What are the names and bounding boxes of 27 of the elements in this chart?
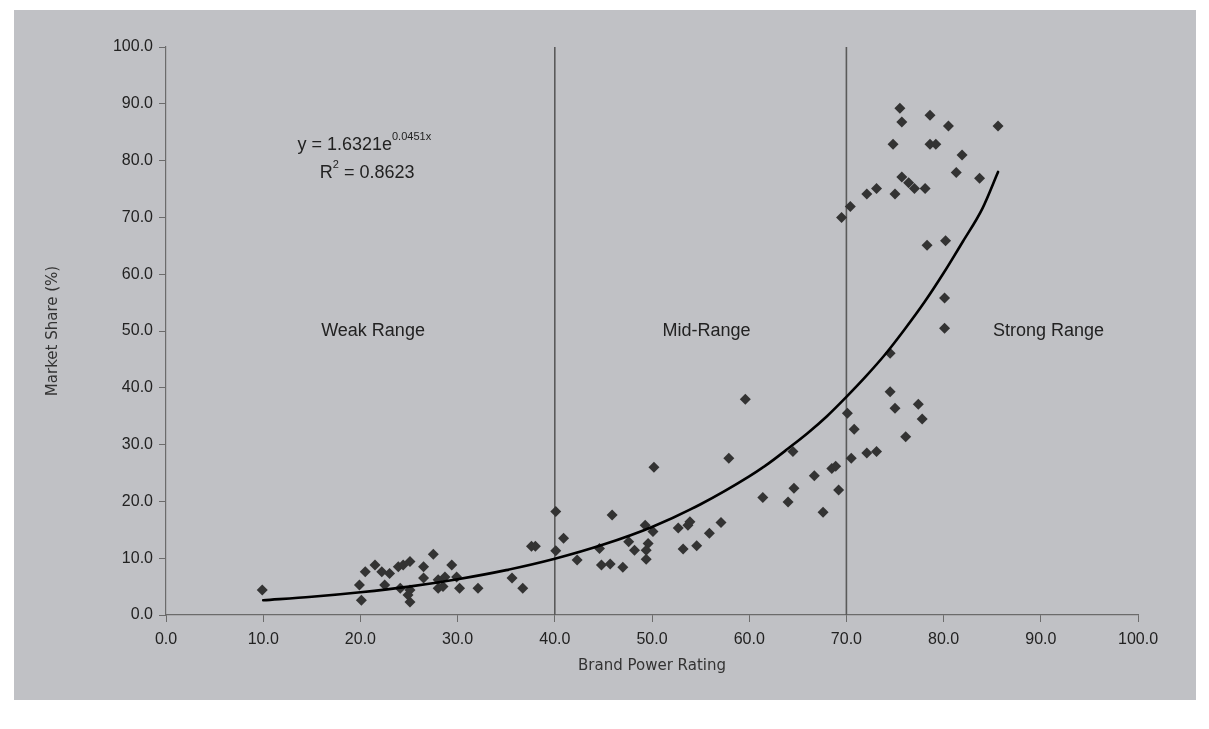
- y-tick-label: 20.0: [121, 491, 154, 509]
- y-tick-label: 90.0: [121, 94, 154, 112]
- x-tick-label: 80.0: [928, 630, 960, 648]
- y-tick-label: 0.0: [130, 605, 154, 623]
- x-tick-label: 100.0: [1117, 630, 1159, 648]
- x-tick-label: 10.0: [247, 630, 279, 648]
- x-tick-label: 30.0: [442, 630, 474, 648]
- y-tick-label: 40.0: [121, 378, 154, 396]
- x-tick-label: 20.0: [344, 630, 377, 648]
- x-tick-label: 90.0: [1025, 630, 1057, 648]
- y-tick-label: 60.0: [121, 264, 154, 282]
- x-tick-label: 60.0: [733, 630, 765, 648]
- y-tick-label: 30.0: [121, 435, 154, 453]
- annotation: Strong Range: [993, 319, 1105, 340]
- y-tick-label: 80.0: [121, 151, 154, 169]
- x-tick-label: 40.0: [539, 630, 571, 648]
- x-tick-label: 70.0: [830, 630, 863, 648]
- annotation: Weak Range: [321, 319, 425, 340]
- y-axis-title: Market Share (%): [42, 265, 61, 397]
- y-tick-label: 10.0: [121, 548, 154, 566]
- x-tick-label: 50.0: [636, 630, 668, 648]
- y-tick-label: 100.0: [112, 37, 154, 55]
- y-tick-label: 70.0: [121, 207, 154, 225]
- x-axis-title: Brand Power Rating: [578, 655, 726, 674]
- y-tick-label: 50.0: [121, 321, 154, 339]
- annotation: Mid-Range: [662, 319, 751, 340]
- x-tick-label: 0.0: [154, 630, 178, 648]
